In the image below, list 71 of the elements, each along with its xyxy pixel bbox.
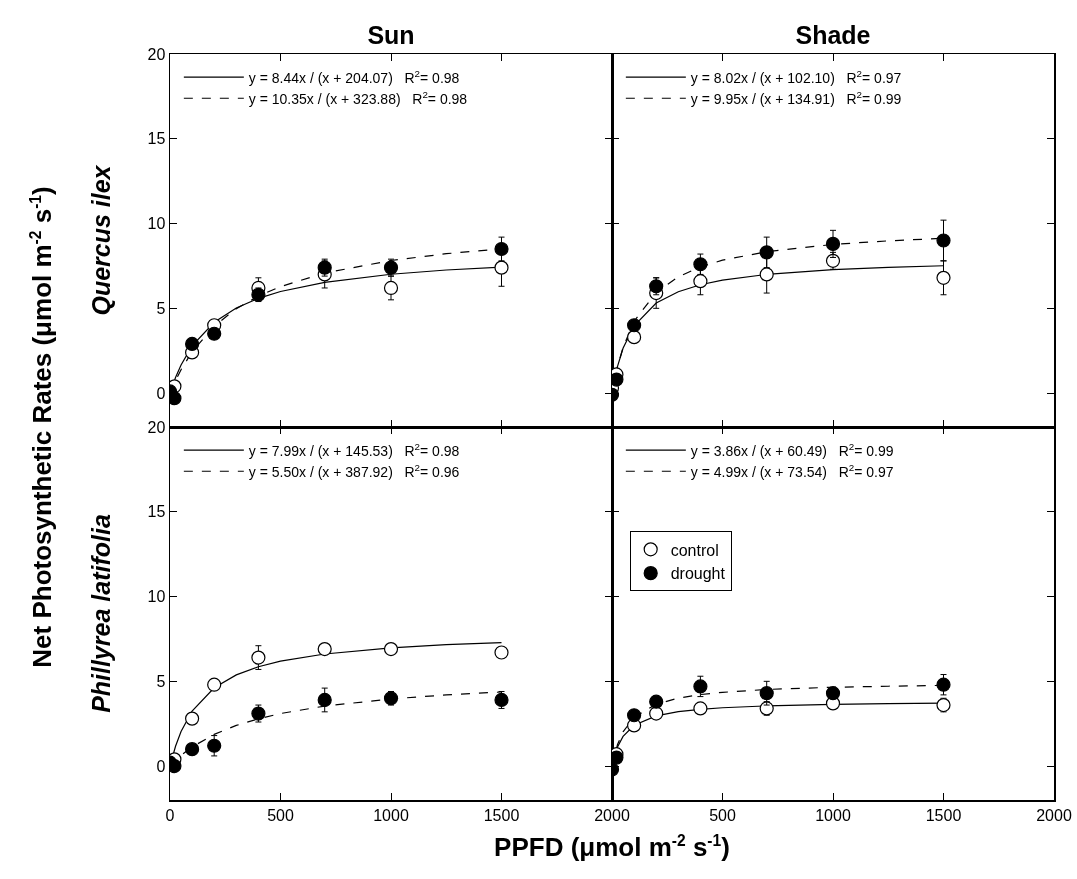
point <box>759 245 774 260</box>
point <box>627 330 642 345</box>
x-tick-label: 500 <box>267 806 294 824</box>
y-axis-title: Phillyrea latifolia <box>86 514 115 713</box>
point <box>383 280 399 296</box>
point <box>185 711 200 726</box>
y-axis-title: Quercus ilex <box>86 164 115 316</box>
point <box>494 692 509 708</box>
point <box>759 686 774 701</box>
legend-label: control <box>670 541 719 559</box>
x-tick-label: 1000 <box>815 806 851 824</box>
point <box>251 706 266 721</box>
y-tick-label: 20 <box>147 418 166 436</box>
point <box>693 701 708 716</box>
point <box>936 697 951 713</box>
point <box>825 253 841 268</box>
point <box>383 691 399 706</box>
point <box>317 692 332 708</box>
legend-label: y = 3.86x / (x + 60.49) R$^{2}$= 0.99 <box>690 440 894 459</box>
point <box>627 318 642 333</box>
point <box>383 260 399 275</box>
legend-label: y = 8.02x / (x + 102.10) R$^{2}$= 0.97 <box>690 67 902 86</box>
point <box>185 742 200 757</box>
point <box>649 694 664 709</box>
legend-label: y = 10.35x / (x + 323.88) R$^{2}$= 0.98 <box>248 88 468 107</box>
x-tick-label: 2000 <box>1036 806 1072 824</box>
y-tick-label: 15 <box>147 503 166 521</box>
chart-title: Sun <box>367 21 415 49</box>
y-tick-label: 10 <box>147 215 166 233</box>
point <box>693 257 708 272</box>
point <box>251 287 266 302</box>
point <box>825 686 841 701</box>
y-tick-label: 0 <box>156 384 166 402</box>
point <box>207 738 222 753</box>
point <box>693 274 708 289</box>
legend-label: y = 8.44x / (x + 204.07) R$^{2}$= 0.98 <box>248 67 460 86</box>
chart-title: Shade <box>795 21 871 49</box>
x-tick-label: 500 <box>709 806 736 824</box>
point <box>936 233 951 248</box>
point <box>251 650 266 665</box>
y-tick-label: 10 <box>147 588 166 606</box>
point <box>207 677 222 692</box>
point <box>383 642 399 657</box>
y-tick-label: 15 <box>147 130 166 148</box>
x-tick-label: 1500 <box>483 806 520 824</box>
point <box>494 645 509 660</box>
point <box>207 326 222 341</box>
point <box>825 236 841 251</box>
x-tick-label: 2000 <box>594 806 630 824</box>
point <box>627 708 642 723</box>
point <box>317 642 332 657</box>
y-tick-label: 0 <box>156 757 166 775</box>
point <box>494 241 509 257</box>
point <box>936 270 951 285</box>
point <box>693 679 708 694</box>
y-tick-label: 5 <box>156 299 166 317</box>
y-tick-label: 20 <box>147 45 166 63</box>
legend-label: drought <box>670 565 726 583</box>
point <box>649 706 664 721</box>
point <box>936 677 951 692</box>
point <box>494 260 509 275</box>
legend-label: y = 5.50x / (x + 387.92) R$^{2}$= 0.96 <box>248 461 460 480</box>
point <box>759 267 774 282</box>
legend-label: y = 9.95x / (x + 134.91) R$^{2}$= 0.99 <box>690 88 902 107</box>
legend-label: y = 4.99x / (x + 73.54) R$^{2}$= 0.97 <box>690 461 894 480</box>
x-axis-title: PPFD (μmol m$^{-2}$ s$^{-1}$) <box>494 832 730 863</box>
y-tick-label: 5 <box>156 672 166 690</box>
x-tick-label: 1000 <box>373 806 409 824</box>
legend-label: y = 7.99x / (x + 145.53) R$^{2}$= 0.98 <box>248 440 460 459</box>
x-tick-label: 1500 <box>925 806 962 824</box>
point <box>185 336 200 352</box>
